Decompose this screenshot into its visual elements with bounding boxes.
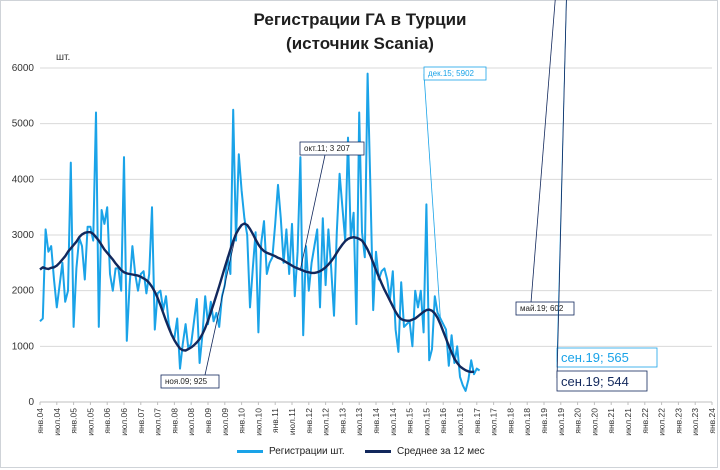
x-tick-label: янв.10 — [237, 408, 247, 434]
x-tick-label: янв.07 — [136, 408, 146, 434]
y-tick-label: 6000 — [12, 63, 35, 74]
x-tick-label: июл.04 — [52, 408, 62, 436]
x-tick-label: июл.11 — [287, 408, 297, 435]
series-line-average — [39, 222, 475, 374]
x-tick-label: янв.08 — [169, 408, 179, 434]
x-tick-label: июл.12 — [321, 408, 331, 436]
x-tick-label: июл.16 — [455, 408, 465, 436]
series-line-registrations — [39, 72, 481, 392]
x-tick-label: июл.18 — [522, 408, 532, 436]
x-tick-label: июл.13 — [354, 408, 364, 436]
x-tick-label: янв.17 — [472, 408, 482, 434]
chart-subtitle: (источник Scania) — [286, 34, 434, 53]
annotation-may19-leader — [529, 0, 556, 316]
annotation-peak-dec15-box — [423, 66, 487, 81]
x-tick-label: июл.20 — [589, 408, 599, 436]
x-tick-label: июл.19 — [556, 408, 566, 436]
axis-layer: 0 1000 2000 3000 4000 5000 6000 янв.04 июл.04 янв… — [12, 63, 717, 436]
legend-label-registrations: Регистрации шт. — [269, 446, 345, 457]
y-tick-label: 1000 — [12, 341, 35, 352]
x-tick-label: июл.10 — [253, 408, 263, 436]
annotation-may19-text: май.19; 602 — [520, 304, 564, 313]
annotation-nov09-text: ноя.09; 925 — [165, 377, 208, 386]
x-tick-label: янв.13 — [337, 408, 347, 434]
y-tick-label: 5000 — [12, 119, 35, 130]
annotation-may19-box — [515, 301, 575, 316]
annotation-oct11-box — [299, 141, 365, 156]
x-tick-label: янв.12 — [304, 408, 314, 434]
x-tick-label: янв.21 — [606, 408, 616, 434]
x-tick-label: янв.16 — [438, 408, 448, 434]
x-tick-label: июл.14 — [388, 408, 398, 436]
x-tick-label: янв.20 — [573, 408, 583, 434]
y-tick-label: 0 — [28, 397, 34, 408]
x-tick-label: янв.14 — [371, 408, 381, 434]
x-tick-label: янв.24 — [707, 408, 717, 434]
x-tick-label: янв.15 — [405, 408, 415, 434]
x-tick-label: июл.21 — [623, 408, 633, 436]
x-tick-label: янв.19 — [539, 408, 549, 434]
x-tick-label: янв.09 — [203, 408, 213, 434]
x-tick-label: июл.22 — [657, 408, 667, 436]
annotation-layer: дек.15; 5902 окт.11; 3 207 ноя.09; 925 май.… — [160, 0, 658, 392]
x-tick-label: янв.23 — [673, 408, 683, 434]
y-tick-label: 2000 — [12, 286, 35, 297]
annotation-nov09-leader — [204, 233, 237, 376]
legend-label-average: Среднее за 12 мес — [397, 446, 485, 457]
annotation-oct11-text: окт.11; 3 207 — [304, 144, 350, 153]
legend-item-registrations: Регистрации шт. — [237, 446, 345, 457]
y-axis-unit-label: шт. — [56, 52, 70, 63]
x-tick-label: янв.18 — [505, 408, 515, 434]
annotation-sep19-average-leader — [556, 0, 567, 379]
x-tick-label: янв.05 — [69, 408, 79, 434]
chart-title: Регистрации ГА в Турции — [253, 10, 467, 29]
annotation-sep19-registrations-text: сен.19; 565 — [561, 350, 629, 365]
series-layer — [39, 72, 481, 392]
x-tick-label: янв.06 — [102, 408, 112, 434]
x-tick-label: июл.09 — [220, 408, 230, 436]
annotation-sep19-average-text: сен.19; 544 — [561, 374, 629, 389]
x-tick-label: июл.06 — [119, 408, 129, 436]
x-tick-label: июл.08 — [186, 408, 196, 436]
annotation-peak-dec15-leader — [423, 73, 441, 319]
y-tick-label: 4000 — [12, 174, 35, 185]
x-tick-label: янв.04 — [35, 408, 45, 434]
annotation-peak-dec15-text: дек.15; 5902 — [428, 69, 475, 78]
legend-swatch-average — [365, 450, 391, 453]
x-tick-label: янв.22 — [640, 408, 650, 434]
x-tick-label: июл.23 — [690, 408, 700, 436]
annotation-nov09-box — [160, 374, 220, 389]
annotation-oct11-leader — [300, 154, 326, 270]
x-tick-label: июл.07 — [153, 408, 163, 436]
x-tick-label: июл.05 — [85, 408, 95, 436]
legend-swatch-registrations — [237, 450, 263, 453]
legend-item-average: Среднее за 12 мес — [365, 446, 485, 457]
annotation-sep19-average-box — [556, 370, 648, 392]
annotation-sep19-registrations-box — [556, 347, 658, 368]
y-tick-label: 3000 — [12, 230, 35, 241]
x-tick-label: июл.17 — [489, 408, 499, 436]
x-tick-label: янв.11 — [270, 408, 280, 433]
x-tick-label: июл.15 — [421, 408, 431, 436]
